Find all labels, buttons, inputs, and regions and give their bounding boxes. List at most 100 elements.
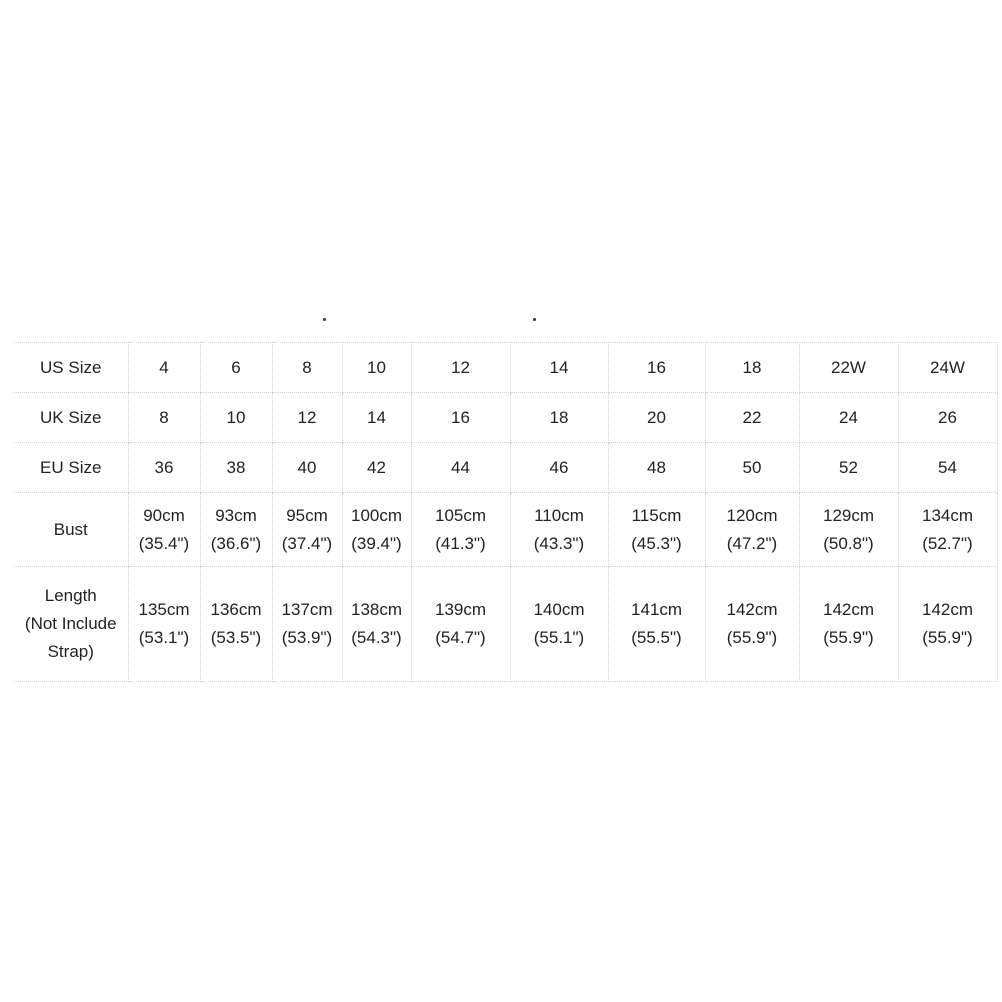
table-cell: 40 [271, 442, 343, 493]
table-cell-line: 93cm [215, 505, 257, 525]
table-cell: 6 [199, 342, 273, 393]
table-cell-line: (53.9") [281, 628, 333, 647]
table-cell-line: (39.4") [351, 533, 402, 553]
table-cell: 48 [607, 442, 706, 493]
table-cell-line: (55.9") [922, 628, 973, 647]
table-cell-line: 18 [549, 407, 569, 427]
table-cell: 12 [271, 392, 343, 443]
row-header-line: Bust [53, 519, 88, 539]
table-cell: 110cm (43.3") [509, 492, 609, 567]
table-cell: 142cm (55.9") [704, 566, 800, 682]
size-chart-table: US Size 4 6 8 10 12 14 16 18 22W 24W UK Size 8 10 12 14… [14, 342, 998, 682]
table-cell-line: 16 [451, 407, 470, 427]
table-cell-line: 115cm [631, 505, 682, 525]
table-cell: 54 [897, 442, 998, 493]
table-cell-line: 46 [549, 457, 569, 477]
table-cell-line: 42 [367, 457, 386, 477]
table-cell-line: 14 [549, 357, 569, 377]
stray-mark [323, 318, 326, 321]
table-cell: 16 [410, 392, 511, 443]
table-cell: 8 [127, 392, 201, 443]
table-cell-line: 14 [367, 407, 386, 427]
table-cell-line: (45.3") [631, 533, 682, 553]
table-cell: 100cm (39.4") [341, 492, 412, 567]
table-cell: 142cm (55.9") [897, 566, 998, 682]
table-cell-line: 129cm [822, 505, 875, 525]
table-cell-line: 142cm [726, 600, 778, 619]
table-cell-line: (50.8") [823, 533, 874, 553]
table-cell-line: 142cm [921, 600, 974, 619]
table-row: Length (Not Include Strap) 135cm (53.1") 136c… [14, 566, 998, 682]
table-cell: 93cm (36.6") [199, 492, 273, 567]
table-cell-line: 52 [839, 457, 858, 477]
table-cell-line: 54 [938, 457, 957, 477]
table-cell: 105cm (41.3") [410, 492, 511, 567]
table-cell-line: 142cm [822, 600, 875, 619]
table-cell: 20 [607, 392, 706, 443]
table-cell-line: 20 [647, 407, 666, 427]
table-cell: 140cm (55.1") [509, 566, 609, 682]
table-cell-line: 120cm [726, 505, 778, 525]
table-cell: 141cm (55.5") [607, 566, 706, 682]
table-cell: 52 [798, 442, 899, 493]
row-header-line: Length [44, 586, 97, 605]
table-cell-line: 48 [647, 457, 666, 477]
table-cell-line: 12 [451, 357, 470, 377]
table-cell: 8 [271, 342, 343, 393]
table-cell: 136cm (53.5") [199, 566, 273, 682]
table-cell-line: 140cm [533, 600, 585, 619]
row-header: Length (Not Include Strap) [14, 566, 129, 682]
table-cell-line: 10 [367, 357, 386, 377]
table-cell-line: (37.4") [281, 533, 333, 553]
table-cell-line: 26 [938, 407, 957, 427]
table-row: EU Size 36 38 40 42 44 46 48 50 52 54 [14, 442, 998, 493]
table-cell-line: 95cm [286, 505, 328, 525]
table-cell-line: 105cm [434, 505, 487, 525]
table-cell: 22W [798, 342, 899, 393]
table-cell-line: 136cm [210, 600, 262, 619]
table-cell-line: (54.3") [351, 628, 402, 647]
table-cell-line: 135cm [138, 600, 190, 619]
table-cell: 10 [341, 342, 412, 393]
table-cell-line: (43.3") [533, 533, 585, 553]
table-row: US Size 4 6 8 10 12 14 16 18 22W 24W [14, 342, 998, 393]
table-cell: 24 [798, 392, 899, 443]
table-row: UK Size 8 10 12 14 16 18 20 22 24 26 [14, 392, 998, 443]
table-cell-line: (55.1") [533, 628, 585, 647]
table-cell-line: 18 [742, 357, 762, 377]
table-cell-line: (41.3") [435, 533, 486, 553]
table-cell: 115cm (45.3") [607, 492, 706, 567]
table-cell-line: 139cm [434, 600, 487, 619]
table-cell: 38 [199, 442, 273, 493]
table-cell-line: (35.4") [138, 533, 190, 553]
table-cell: 14 [341, 392, 412, 443]
table-cell-line: 90cm [143, 505, 185, 525]
table-cell-line: (52.7") [922, 533, 973, 553]
table-cell: 120cm (47.2") [704, 492, 800, 567]
table-cell-line: (36.6") [210, 533, 262, 553]
table-cell-line: 22 [742, 407, 762, 427]
table-cell-line: 8 [302, 357, 312, 377]
table-cell-line: 8 [159, 407, 169, 427]
table-cell: 26 [897, 392, 998, 443]
row-header: EU Size [14, 442, 129, 493]
table-cell: 135cm (53.1") [127, 566, 201, 682]
table-cell-line: (53.5") [210, 628, 262, 647]
table-cell-line: 36 [154, 457, 174, 477]
table-cell-line: 24 [839, 407, 858, 427]
row-header-line: UK Size [40, 407, 102, 427]
table-cell: 24W [897, 342, 998, 393]
table-cell: 18 [704, 342, 800, 393]
table-cell-line: 138cm [350, 600, 403, 619]
table-cell: 14 [509, 342, 609, 393]
table-cell: 50 [704, 442, 800, 493]
table-cell-line: 10 [226, 407, 246, 427]
table-cell: 95cm (37.4") [271, 492, 343, 567]
table-cell: 139cm (54.7") [410, 566, 511, 682]
table-cell: 90cm (35.4") [127, 492, 201, 567]
table-cell-line: (55.5") [631, 628, 682, 647]
row-header: Bust [14, 492, 129, 567]
row-header-line: EU Size [40, 457, 102, 477]
table-cell-line: 40 [297, 457, 317, 477]
table-cell: 10 [199, 392, 273, 443]
